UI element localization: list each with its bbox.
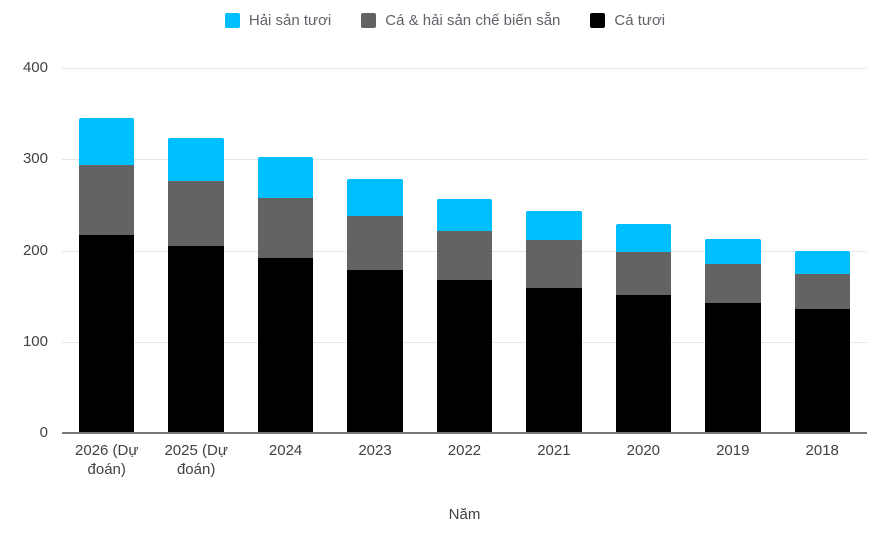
bar-2019: [705, 68, 761, 433]
x-tick-label-2023: 2023: [358, 442, 392, 459]
bar-segment[interactable]: [615, 224, 672, 253]
bar-2020: [615, 68, 672, 433]
bar-segment[interactable]: [79, 235, 135, 433]
legend-label: Cá & hải sản chế biến sẵn: [385, 12, 561, 29]
legend-swatch-icon: [361, 13, 377, 28]
bar-segment[interactable]: [257, 157, 314, 198]
bar-column-2020: [599, 68, 688, 433]
bar-segment[interactable]: [436, 279, 493, 433]
bar-2021: [526, 68, 582, 433]
bar-segment[interactable]: [615, 252, 672, 296]
plot-area: [62, 68, 867, 434]
bar-column-2022: [420, 68, 509, 433]
bar-segment[interactable]: [347, 215, 403, 270]
x-tick-label-2019: 2019: [716, 442, 750, 459]
legend: Hải sản tươi Cá & hải sản chế biến sẵn Cá …: [0, 12, 890, 29]
bar-segment[interactable]: [436, 198, 493, 232]
y-tick-label-200: 200: [22, 241, 48, 259]
legend-label: Hải sản tươi: [248, 12, 332, 29]
bar-segment[interactable]: [79, 164, 135, 235]
bar-2026 (Dự đoán): [79, 68, 135, 433]
bar-segment[interactable]: [257, 197, 314, 258]
bar-segment[interactable]: [168, 181, 224, 246]
bar-2024: [257, 68, 314, 433]
bar-segment[interactable]: [794, 308, 850, 433]
x-tick-label-2020: 2020: [626, 442, 661, 459]
bar-column-2021: [509, 68, 598, 433]
bar-segment[interactable]: [347, 269, 403, 433]
bar-column-2019: [688, 68, 777, 433]
x-tick-label-2025 (Dự đoán): 2025 (Dự đoán): [164, 442, 228, 478]
legend-swatch-icon: [590, 13, 606, 28]
bar-segment[interactable]: [526, 240, 582, 288]
x-tick-label-2022: 2022: [447, 442, 482, 459]
y-tick-label-300: 300: [22, 150, 48, 168]
bars-row: [62, 68, 867, 433]
legend-label: Cá tươi: [614, 12, 666, 29]
bar-segment[interactable]: [347, 179, 403, 216]
gridline-300: [62, 159, 867, 161]
bar-segment[interactable]: [168, 138, 224, 182]
bar-segment[interactable]: [526, 211, 582, 241]
bar-2018: [794, 68, 850, 433]
bar-segment[interactable]: [705, 302, 761, 433]
legend-item-1[interactable]: Cá & hải sản chế biến sẵn: [361, 12, 560, 29]
x-axis-title: Năm: [448, 506, 481, 523]
bar-2022: [436, 68, 493, 433]
bar-2023: [347, 68, 403, 433]
x-tick-label-2024: 2024: [268, 442, 303, 459]
bar-column-2025 (Dự đoán): [151, 68, 240, 433]
y-tick-label-400: 400: [22, 59, 48, 76]
x-axis-labels: 2026 (Dự đoán) 2025 (Dự đoán) 2024 2023 2022…: [62, 441, 867, 479]
bar-segment[interactable]: [257, 257, 314, 433]
legend-item-2[interactable]: Cá tươi: [590, 12, 665, 29]
bar-segment[interactable]: [615, 295, 672, 433]
bar-segment[interactable]: [168, 245, 224, 433]
bar-column-2023: [330, 68, 419, 433]
legend-swatch-icon: [224, 13, 240, 28]
bar-segment[interactable]: [794, 274, 850, 309]
x-axis-line: [62, 432, 867, 434]
y-axis-labels: 400 300 200 100 0: [0, 59, 48, 441]
bar-column-2018: [778, 68, 867, 433]
bar-column-2024: [241, 68, 330, 433]
bar-segment[interactable]: [526, 287, 582, 433]
y-tick-label-100: 100: [22, 332, 48, 350]
bar-column-2026 (Dự đoán): [62, 68, 151, 433]
legend-item-0[interactable]: Hải sản tươi: [224, 12, 332, 29]
gridline-400: [62, 68, 867, 69]
bar-segment[interactable]: [794, 251, 850, 275]
bar-segment[interactable]: [79, 118, 135, 165]
bar-2025 (Dự đoán): [168, 68, 224, 433]
y-tick-label-0: 0: [39, 424, 48, 441]
x-tick-label-2021: 2021: [537, 442, 571, 459]
bar-segment[interactable]: [705, 238, 761, 265]
x-tick-label-2018: 2018: [805, 442, 839, 459]
bar-segment[interactable]: [436, 231, 493, 280]
bar-segment[interactable]: [705, 264, 761, 303]
x-tick-label-2026 (Dự đoán): 2026 (Dự đoán): [75, 442, 139, 478]
